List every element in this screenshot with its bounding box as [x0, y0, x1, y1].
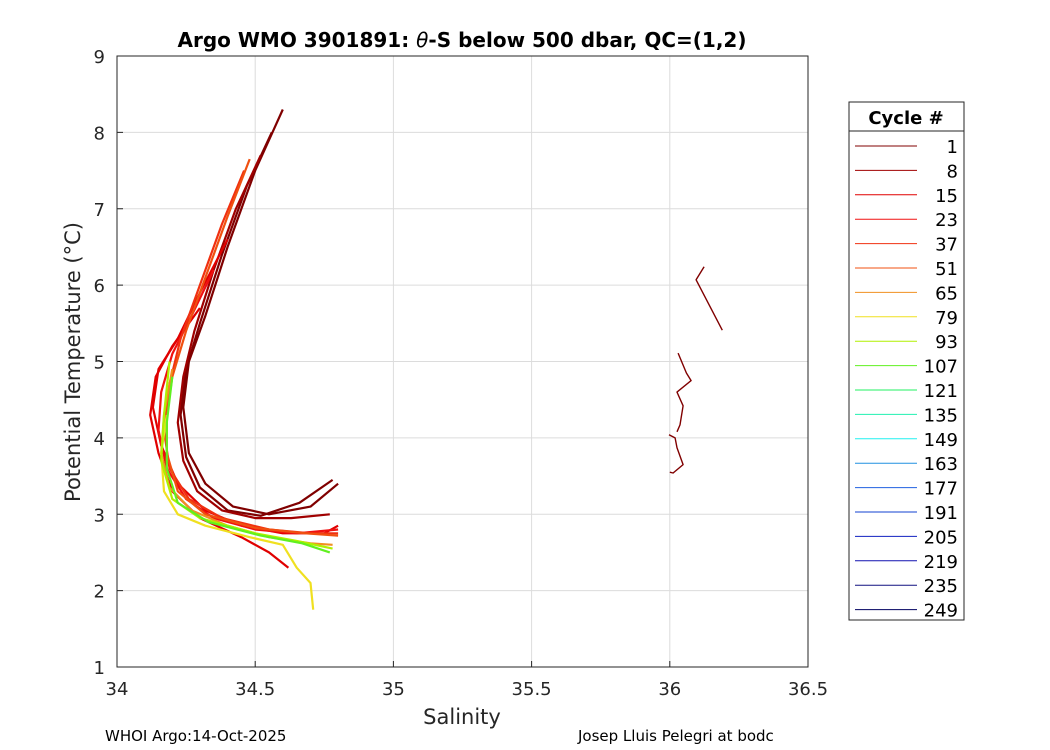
legend-item: 23	[855, 210, 958, 231]
legend-item: 177	[855, 479, 958, 500]
legend-item: 205	[855, 527, 958, 548]
legend-label: 107	[924, 357, 958, 378]
legend-item: 135	[855, 405, 958, 426]
legend-item: 149	[855, 430, 958, 451]
legend-item: 219	[855, 552, 958, 573]
legend-label: 23	[935, 210, 958, 231]
footer-right: Josep Lluis Pelegri at bodc	[577, 727, 774, 745]
footer-left: WHOI Argo:14-Oct-2025	[105, 727, 286, 745]
legend-label: 149	[924, 430, 958, 451]
legend-label: 8	[947, 161, 958, 182]
legend-label: 15	[935, 186, 958, 207]
legend-label: 135	[924, 405, 958, 426]
legend-box	[848, 101, 965, 621]
x-tick-label: 36.5	[788, 679, 828, 700]
y-tick-label: 8	[94, 123, 105, 144]
series-line-cycle-1-outlier-b	[676, 352, 692, 433]
x-tick-label: 36	[658, 679, 681, 700]
y-tick-label: 5	[94, 353, 105, 374]
legend-item: 37	[855, 235, 958, 256]
legend-item: 1	[855, 137, 958, 158]
x-tick-label: 34.5	[235, 679, 275, 700]
legend-item: 249	[855, 601, 958, 622]
x-axis: 34 34.5 35 35.5 36 36.5	[106, 661, 828, 700]
series-line-cycle-1-outlier-a	[695, 266, 723, 331]
legend-label: 191	[924, 503, 958, 524]
legend: Cycle # 1 8 15 23 37 51 65 79 93 107 121 135 149 163 1…	[848, 101, 965, 622]
x-axis-label: Salinity	[423, 705, 501, 729]
series-line-cycle-107	[165, 376, 331, 554]
legend-label: 79	[935, 308, 958, 329]
series-line-cycle-1-outlier-c	[668, 434, 684, 474]
legend-label: 93	[935, 332, 958, 353]
legend-label: 1	[947, 137, 958, 158]
legend-item: 107	[855, 357, 958, 378]
legend-label: 37	[935, 235, 958, 256]
y-axis-label: Potential Temperature (°C)	[61, 222, 85, 502]
legend-label: 121	[924, 381, 958, 402]
y-tick-label: 9	[94, 47, 105, 68]
x-tick-label: 35.5	[512, 679, 552, 700]
series-line-cycle-79	[160, 414, 315, 610]
legend-item: 51	[855, 259, 958, 280]
series-lines	[149, 109, 723, 610]
legend-item: 8	[855, 161, 958, 182]
legend-label: 219	[924, 552, 958, 573]
legend-label: 205	[924, 527, 958, 548]
y-tick-label: 4	[94, 429, 105, 450]
series-line-cycle-1	[182, 109, 339, 516]
legend-label: 51	[935, 259, 958, 280]
legend-item: 65	[855, 283, 958, 304]
legend-item: 235	[855, 576, 958, 597]
legend-item: 79	[855, 308, 958, 329]
legend-label: 249	[924, 601, 958, 622]
legend-label: 235	[924, 576, 958, 597]
chart-title: Argo WMO 3901891: θ-S below 500 dbar, QC…	[178, 28, 747, 52]
x-tick-label: 35	[382, 679, 405, 700]
y-tick-label: 3	[94, 505, 105, 526]
x-tick-label: 34	[106, 679, 129, 700]
legend-item: 15	[855, 186, 958, 207]
legend-item: 191	[855, 503, 958, 524]
legend-title: Cycle #	[868, 108, 943, 129]
y-tick-label: 6	[94, 276, 105, 297]
y-axis: 1 2 3 4 5 6 7 8 9	[94, 47, 123, 679]
legend-label: 177	[924, 479, 958, 500]
legend-label: 163	[924, 454, 958, 475]
y-tick-label: 2	[94, 582, 105, 603]
legend-item: 163	[855, 454, 958, 475]
y-tick-label: 7	[94, 200, 105, 221]
legend-item: 93	[855, 332, 958, 353]
legend-label: 65	[935, 283, 958, 304]
legend-item: 121	[855, 381, 958, 402]
y-tick-label: 1	[94, 658, 105, 679]
